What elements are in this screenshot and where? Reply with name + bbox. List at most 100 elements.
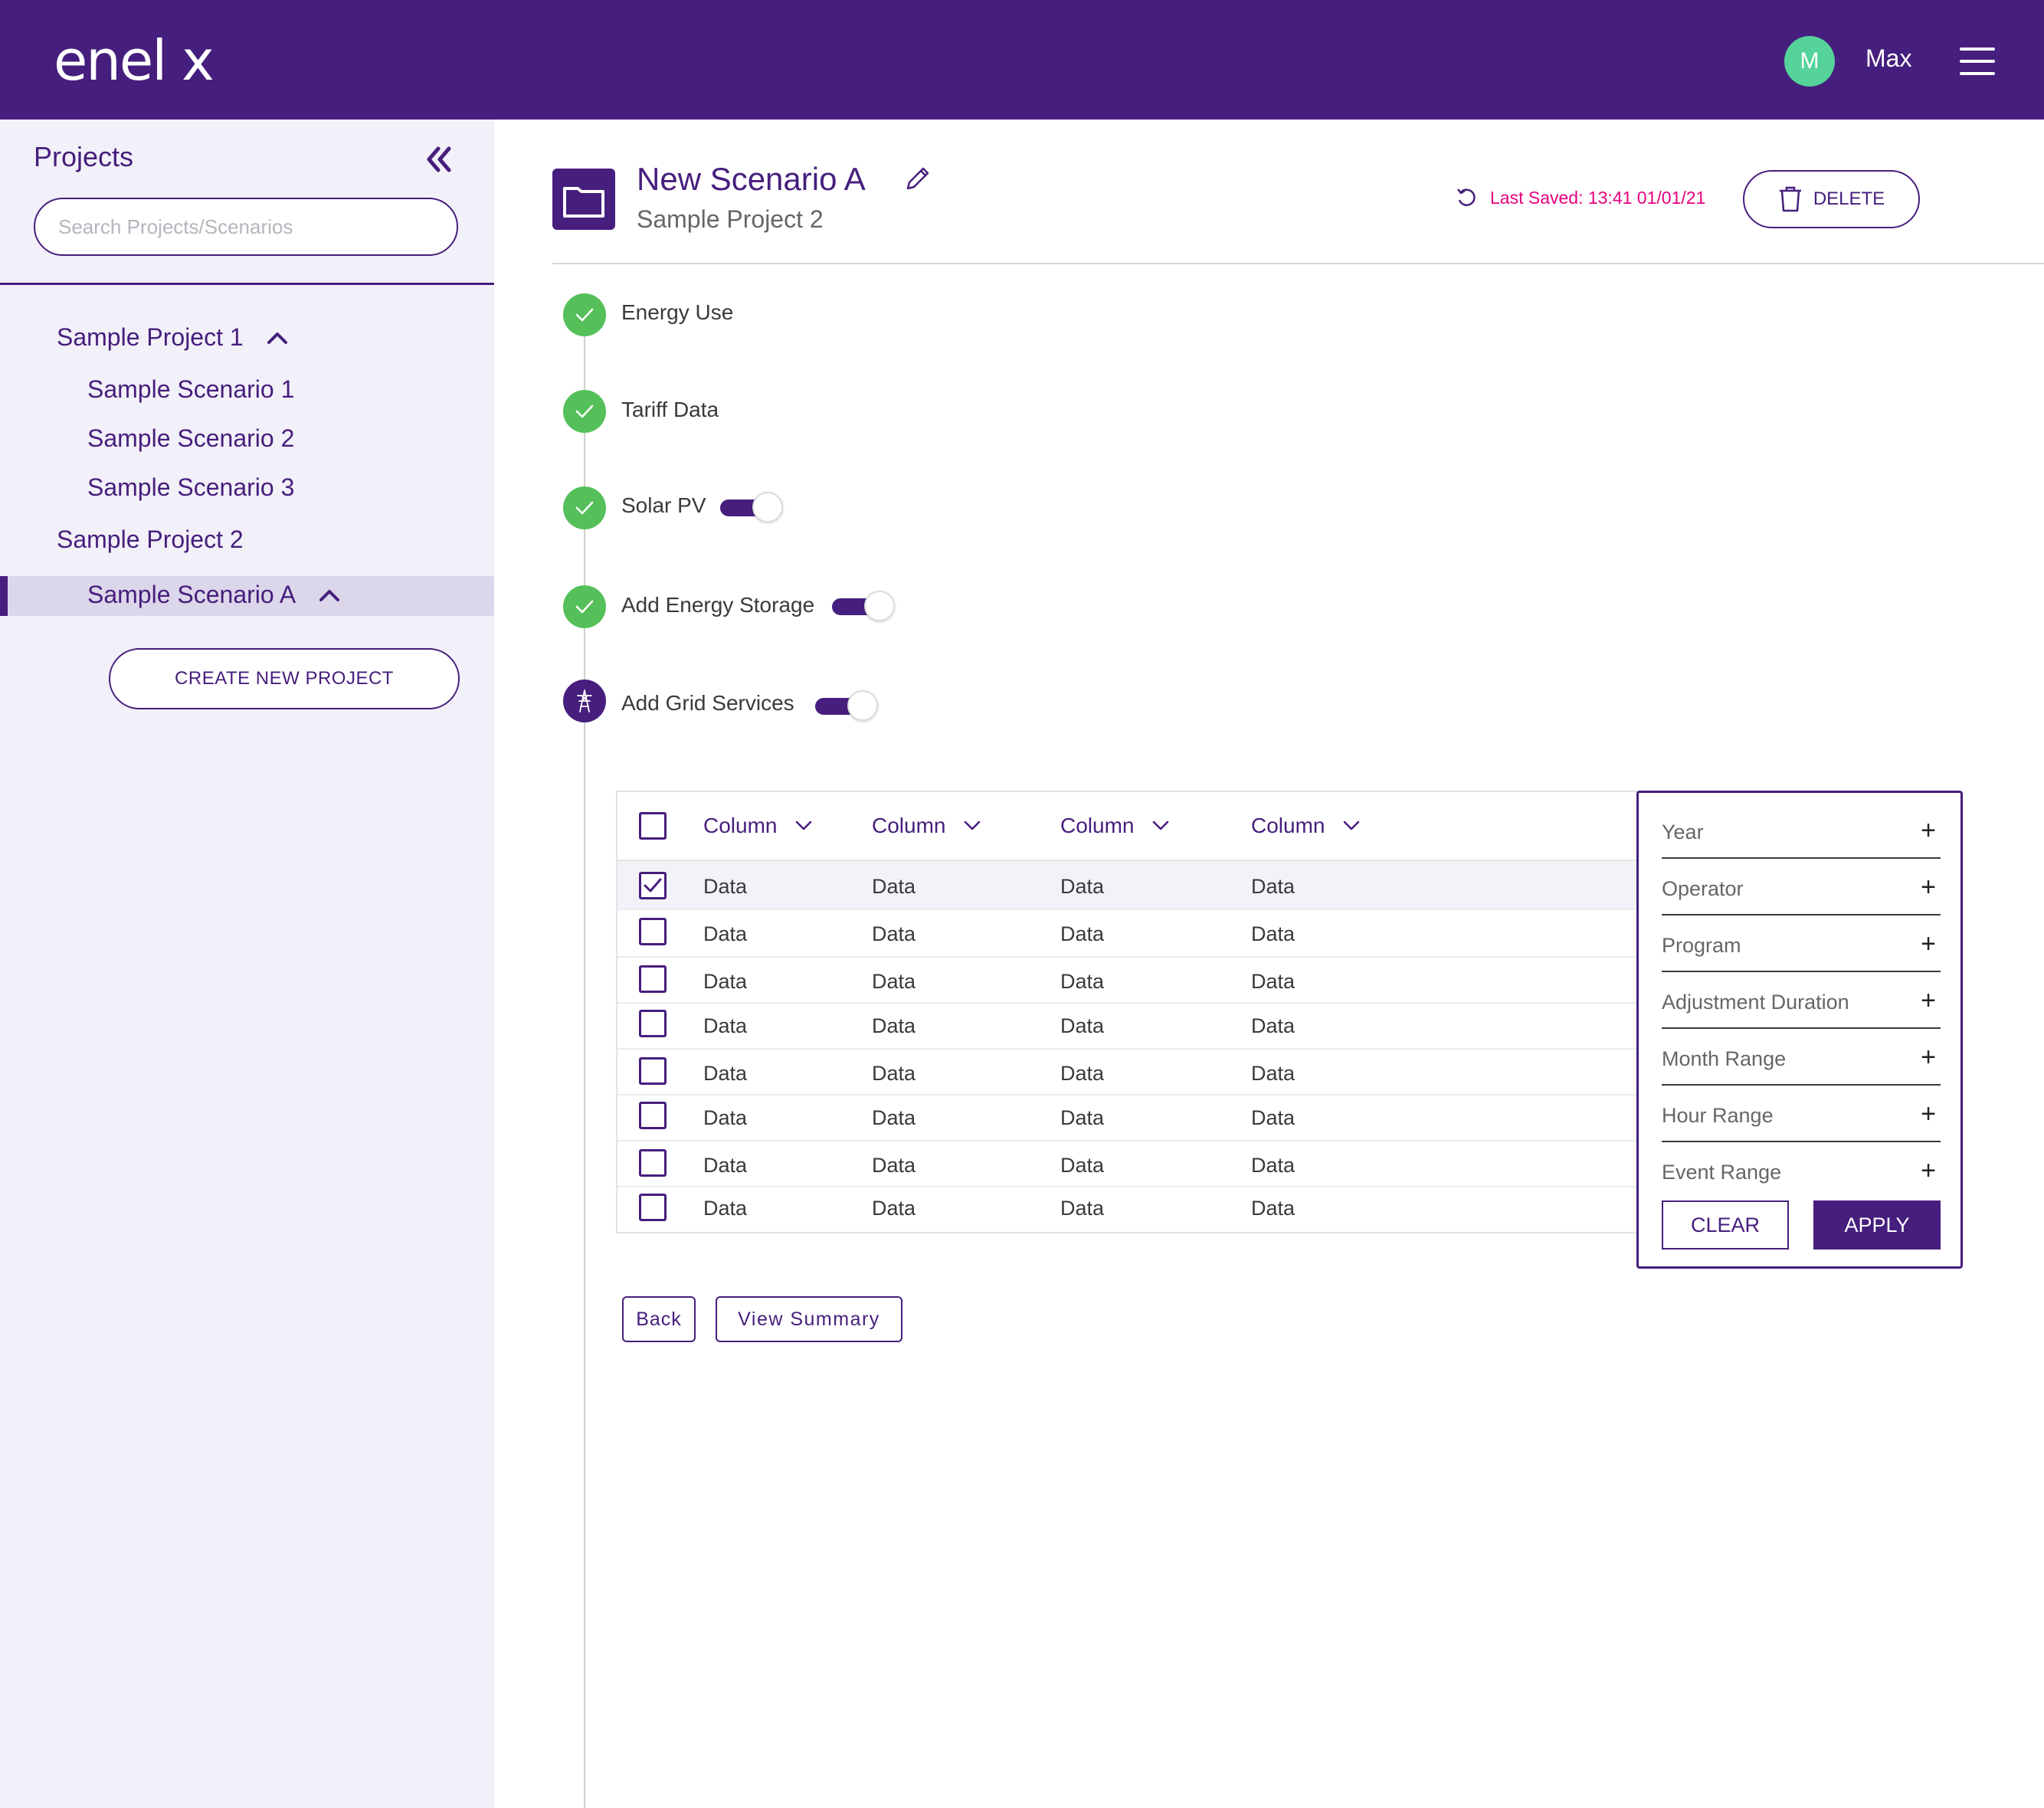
create-new-project-button[interactable]: CREATE NEW PROJECT bbox=[109, 648, 460, 709]
table-cell: Data bbox=[872, 922, 916, 945]
sidebar-scenario-2[interactable]: Sample Scenario 2 bbox=[87, 424, 294, 453]
table-cell: Data bbox=[872, 1062, 916, 1085]
apply-button[interactable]: APPLY bbox=[1813, 1200, 1941, 1250]
select-all-checkbox[interactable] bbox=[639, 812, 667, 840]
table-row[interactable]: Data Data Data Data bbox=[617, 1096, 1636, 1141]
row-checkbox[interactable] bbox=[639, 1057, 667, 1085]
table-row[interactable]: Data Data Data Data bbox=[617, 1004, 1636, 1050]
delete-button[interactable]: DELETE bbox=[1743, 170, 1920, 228]
column-header-2[interactable]: Column bbox=[872, 814, 981, 838]
check-icon bbox=[563, 390, 606, 433]
step-tariff-data[interactable]: Tariff Data bbox=[621, 398, 719, 421]
check-icon bbox=[563, 293, 606, 336]
chevron-up-icon[interactable] bbox=[319, 588, 340, 602]
plus-icon[interactable]: + bbox=[1921, 1156, 1936, 1185]
filter-label: Year bbox=[1662, 820, 1704, 843]
sidebar-title: Projects bbox=[34, 141, 134, 172]
plus-icon[interactable]: + bbox=[1921, 986, 1936, 1015]
table-cell: Data bbox=[1060, 1154, 1105, 1177]
folder-icon bbox=[552, 169, 615, 230]
active-row-highlight bbox=[0, 576, 494, 616]
table-cell: Data bbox=[703, 1062, 748, 1085]
username[interactable]: Max bbox=[1865, 44, 1912, 72]
sidebar-scenario-1[interactable]: Sample Scenario 1 bbox=[87, 375, 294, 404]
filter-program[interactable]: Program + bbox=[1662, 917, 1941, 972]
step-energy-storage[interactable]: Add Energy Storage bbox=[621, 593, 815, 617]
delete-label: DELETE bbox=[1813, 188, 1885, 209]
project-label: Sample Project 2 bbox=[57, 526, 244, 553]
table-header: Column Column Column Column bbox=[617, 792, 1636, 861]
step-solar-pv[interactable]: Solar PV bbox=[621, 493, 706, 517]
sidebar-project-1[interactable]: Sample Project 1 bbox=[57, 323, 288, 352]
filter-month-range[interactable]: Month Range + bbox=[1662, 1030, 1941, 1086]
table-cell: Data bbox=[872, 875, 916, 898]
plus-icon[interactable]: + bbox=[1921, 1043, 1936, 1072]
column-header-4[interactable]: Column bbox=[1251, 814, 1360, 838]
sidebar-scenario-a[interactable]: Sample Scenario A bbox=[87, 581, 340, 609]
scenario-label: Sample Scenario 1 bbox=[87, 375, 295, 403]
row-checkbox[interactable] bbox=[639, 872, 667, 899]
collapse-sidebar-icon[interactable] bbox=[424, 144, 455, 175]
table-cell: Data bbox=[872, 970, 916, 993]
table-row[interactable]: Data Data Data Data bbox=[617, 910, 1636, 958]
last-saved-status: Last Saved: 13:41 01/01/21 bbox=[1490, 188, 1706, 208]
plus-icon[interactable]: + bbox=[1921, 1099, 1936, 1128]
enel-x-logo[interactable]: enel x bbox=[54, 26, 237, 95]
chevron-down-icon bbox=[796, 820, 812, 830]
checkmark-icon bbox=[644, 878, 662, 893]
energy-storage-toggle[interactable] bbox=[832, 591, 895, 621]
solar-pv-toggle[interactable] bbox=[720, 492, 783, 522]
table-row[interactable]: Data Data Data Data bbox=[617, 1187, 1636, 1232]
filter-year[interactable]: Year + bbox=[1662, 804, 1941, 859]
row-checkbox[interactable] bbox=[639, 1194, 667, 1221]
column-header-1[interactable]: Column bbox=[703, 814, 812, 838]
header-divider bbox=[552, 263, 2044, 264]
table-cell: Data bbox=[1060, 970, 1105, 993]
row-checkbox[interactable] bbox=[639, 965, 667, 993]
table-cell: Data bbox=[703, 1106, 748, 1129]
view-summary-button[interactable]: View Summary bbox=[716, 1296, 902, 1342]
filter-event-range[interactable]: Event Range + bbox=[1662, 1144, 1941, 1199]
avatar[interactable]: M bbox=[1784, 36, 1835, 87]
grid-services-toggle[interactable] bbox=[815, 690, 878, 721]
column-header-3[interactable]: Column bbox=[1060, 814, 1169, 838]
filter-label: Adjustment Duration bbox=[1662, 991, 1849, 1014]
table-row[interactable]: Data Data Data Data bbox=[617, 861, 1636, 910]
plus-icon[interactable]: + bbox=[1921, 873, 1936, 902]
sidebar-scenario-3[interactable]: Sample Scenario 3 bbox=[87, 473, 294, 502]
filter-operator[interactable]: Operator + bbox=[1662, 860, 1941, 915]
table-cell: Data bbox=[872, 1197, 916, 1220]
row-checkbox[interactable] bbox=[639, 1010, 667, 1037]
row-checkbox[interactable] bbox=[639, 1149, 667, 1177]
pencil-edit-icon[interactable] bbox=[902, 164, 932, 195]
table-row[interactable]: Data Data Data Data bbox=[617, 1141, 1636, 1187]
column-label: Column bbox=[703, 814, 778, 837]
plus-icon[interactable]: + bbox=[1921, 816, 1936, 845]
svg-text:enel x: enel x bbox=[54, 28, 213, 93]
clear-button[interactable]: CLEAR bbox=[1662, 1200, 1789, 1250]
grid-services-table: Column Column Column Column Data Data Da… bbox=[616, 791, 1638, 1233]
table-row[interactable]: Data Data Data Data bbox=[617, 1050, 1636, 1096]
search-input[interactable] bbox=[34, 198, 458, 256]
filter-hour-range[interactable]: Hour Range + bbox=[1662, 1087, 1941, 1142]
refresh-icon bbox=[1457, 188, 1476, 206]
table-row[interactable]: Data Data Data Data bbox=[617, 958, 1636, 1004]
back-button[interactable]: Back bbox=[622, 1296, 696, 1342]
step-grid-services[interactable]: Add Grid Services bbox=[621, 691, 794, 715]
sidebar-project-2[interactable]: Sample Project 2 bbox=[57, 526, 244, 554]
table-cell: Data bbox=[1060, 1106, 1105, 1129]
table-cell: Data bbox=[703, 922, 748, 945]
project-subtitle: Sample Project 2 bbox=[637, 205, 824, 233]
chevron-up-icon[interactable] bbox=[267, 331, 288, 345]
table-cell: Data bbox=[703, 1197, 748, 1220]
step-energy-use[interactable]: Energy Use bbox=[621, 300, 734, 324]
scenario-label: Sample Scenario 2 bbox=[87, 424, 295, 452]
row-checkbox[interactable] bbox=[639, 918, 667, 945]
table-cell: Data bbox=[1060, 922, 1105, 945]
plus-icon[interactable]: + bbox=[1921, 929, 1936, 958]
table-cell: Data bbox=[1251, 1154, 1296, 1177]
hamburger-menu-icon[interactable] bbox=[1960, 47, 1995, 75]
table-cell: Data bbox=[703, 875, 748, 898]
filter-adjustment-duration[interactable]: Adjustment Duration + bbox=[1662, 974, 1941, 1029]
row-checkbox[interactable] bbox=[639, 1102, 667, 1129]
